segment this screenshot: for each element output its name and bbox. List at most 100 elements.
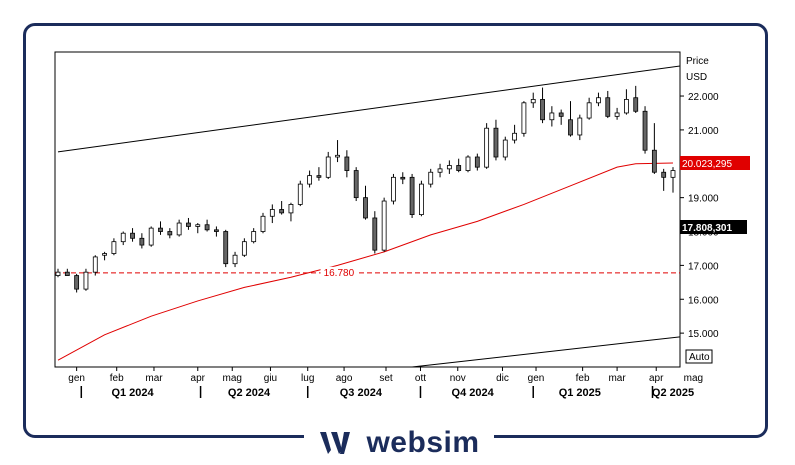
candle <box>111 238 117 256</box>
candle-body-down <box>204 224 210 231</box>
candle-body-up <box>670 170 676 178</box>
auto-scale-label: Auto <box>689 352 710 363</box>
candle <box>428 168 434 188</box>
x-month-label: gen <box>528 373 545 384</box>
candle <box>102 251 107 261</box>
candle-body-up <box>521 102 527 134</box>
candle-body-up <box>391 176 396 202</box>
candle-body-up <box>260 215 266 232</box>
candle-body-up <box>325 156 331 178</box>
candle-body-down <box>493 127 499 158</box>
candle <box>158 221 163 235</box>
x-month-label: apr <box>649 373 664 384</box>
candle-body-up <box>512 132 517 141</box>
candle-body-down <box>167 231 173 236</box>
candle-body-down <box>661 171 667 178</box>
candle-body-down <box>64 271 70 276</box>
candle-body-down <box>679 170 680 187</box>
candle <box>596 92 601 107</box>
candle-body-up <box>624 99 629 114</box>
support-label-bg <box>320 266 359 279</box>
y-tick-label: 17.000 <box>688 261 719 272</box>
sma-value-tag: 20.023,295 <box>680 155 750 170</box>
candle-body-up <box>92 256 98 273</box>
candle <box>139 233 145 249</box>
candle-body-down <box>223 231 229 265</box>
x-month-label: dic <box>496 373 509 384</box>
candle-body-down <box>605 97 611 117</box>
candle-body-down <box>344 156 350 171</box>
candle-body-up <box>102 253 107 256</box>
candle-body-up <box>297 183 303 205</box>
x-quarter-label: Q4 2024 <box>452 387 495 399</box>
upper-channel-line <box>57 65 680 153</box>
candle <box>325 151 331 180</box>
candle <box>64 268 70 276</box>
websim-w-logo-icon <box>320 432 351 454</box>
candle-body-down <box>279 209 285 214</box>
candle <box>241 238 247 257</box>
candle <box>74 273 80 293</box>
x-quarter-label: Q2 2024 <box>228 387 271 399</box>
sma-value-text: 20.023,295 <box>682 159 732 170</box>
candle <box>661 168 667 191</box>
candle <box>269 204 275 224</box>
candle <box>381 197 387 252</box>
candle-body-down <box>158 227 163 232</box>
candle-body-up <box>484 127 490 168</box>
candle-body-up <box>148 227 154 246</box>
candle <box>586 97 592 120</box>
x-month-label: mag <box>223 373 242 384</box>
candle <box>521 101 527 137</box>
y-tick-label: 22.000 <box>688 92 719 103</box>
candle <box>335 140 340 163</box>
candle-body-up <box>549 112 555 121</box>
brand-logo: websim <box>304 424 494 462</box>
candle-body-down <box>214 229 219 232</box>
candle-body-up <box>437 168 443 173</box>
x-quarter-label: Q2 2025 <box>652 387 694 399</box>
candle-body-down <box>316 175 322 178</box>
candle-body-up <box>502 139 508 158</box>
candle-body-up <box>586 102 592 119</box>
candle-body-up <box>577 117 583 136</box>
candle-body-up <box>381 200 387 251</box>
x-quarter-label: Q1 2025 <box>559 387 601 399</box>
candle <box>474 153 480 171</box>
candle <box>633 85 639 113</box>
candle <box>307 170 312 188</box>
candle-body-down <box>139 237 145 246</box>
y-tick-label: 15.000 <box>688 329 719 340</box>
candle-body-down <box>568 119 573 136</box>
candle-body-up <box>269 209 275 217</box>
candle <box>195 223 201 234</box>
x-quarter-label: Q3 2024 <box>340 387 383 399</box>
candle <box>372 211 378 254</box>
candle <box>446 160 452 174</box>
candle-body-down <box>456 165 462 171</box>
x-month-label: feb <box>110 373 124 384</box>
x-month-label: feb <box>576 373 590 384</box>
candle <box>55 268 61 278</box>
candle-body-down <box>74 275 80 290</box>
auto-scale-button[interactable]: Auto <box>685 349 713 364</box>
candle-body-up <box>446 165 452 170</box>
candle <box>484 123 490 169</box>
candle-body-up <box>176 222 182 236</box>
candle <box>148 226 154 247</box>
candle-body-up <box>111 241 117 254</box>
candle <box>465 155 471 173</box>
candle <box>130 228 135 242</box>
candle <box>214 226 219 237</box>
candle <box>502 136 508 161</box>
support-line-layer <box>55 266 680 279</box>
candle <box>353 167 359 202</box>
x-month-label: gen <box>68 373 85 384</box>
candle <box>512 124 517 144</box>
x-quarter-label: Q1 2024 <box>111 387 154 399</box>
candle <box>409 173 415 218</box>
candle-body-up <box>307 175 312 185</box>
candle-body-down <box>363 197 368 219</box>
candle-body-up <box>232 254 238 265</box>
channel-lines <box>57 65 680 367</box>
